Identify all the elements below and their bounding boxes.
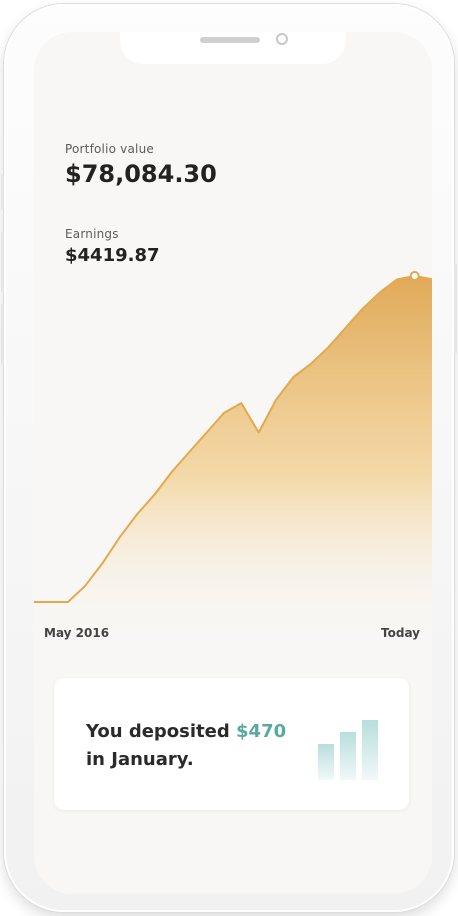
deposit-prefix: You deposited: [86, 721, 237, 742]
chart-current-point[interactable]: [409, 271, 420, 281]
chart-line: [34, 275, 432, 603]
phone-frame: Portfolio value $78,084.30 Earnings $441…: [1, 4, 457, 912]
portfolio-value-label: Portfolio value: [65, 142, 154, 156]
volume-up-button: [1, 232, 4, 292]
chart-x-end-label: Today: [381, 626, 420, 640]
camera-icon: [276, 33, 288, 45]
volume-down-button: [1, 304, 4, 364]
chart-area-fill: [34, 276, 432, 642]
bar-chart-icon-bar: [318, 744, 334, 780]
deposit-period: in January.: [86, 749, 194, 770]
deposit-amount: $470: [236, 721, 287, 742]
bar-chart-icon: [318, 716, 382, 780]
speaker-icon: [200, 37, 260, 43]
earnings-label: Earnings: [65, 227, 119, 241]
portfolio-value-amount: $78,084.30: [65, 160, 217, 188]
power-button: [454, 264, 457, 354]
chart-x-start-label: May 2016: [44, 626, 110, 640]
portfolio-chart[interactable]: [34, 32, 432, 894]
app-screen: Portfolio value $78,084.30 Earnings $441…: [34, 32, 432, 894]
bar-chart-icon-bar: [340, 732, 356, 780]
deposit-message: You deposited $470 in January.: [86, 718, 286, 774]
earnings-amount: $4419.87: [65, 245, 160, 266]
phone-notch: [120, 32, 346, 64]
bar-chart-icon-bar: [362, 720, 378, 780]
side-button: [1, 174, 4, 210]
deposit-card[interactable]: You deposited $470 in January.: [54, 678, 409, 810]
